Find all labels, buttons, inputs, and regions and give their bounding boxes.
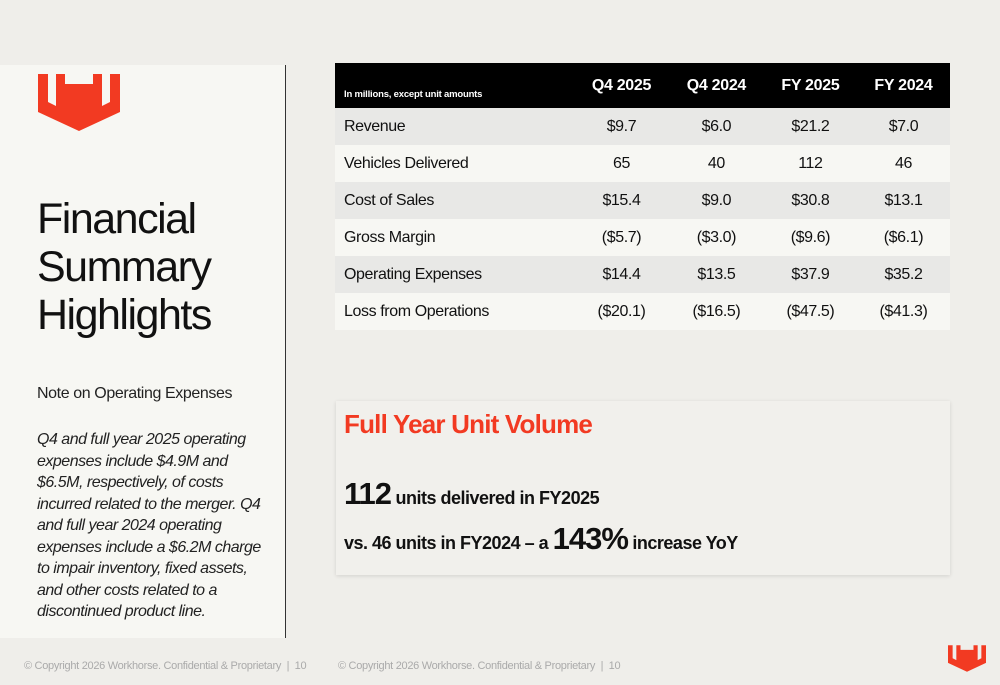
table-header-row: In millions, except unit amounts Q4 2025…	[335, 63, 950, 108]
cell-value: 40	[668, 145, 764, 182]
cell-value: $15.4	[574, 182, 669, 219]
cell-value: ($16.5)	[668, 293, 764, 330]
cell-value: 65	[574, 145, 669, 182]
title-line: Financial	[37, 195, 197, 243]
table-caption: In millions, except unit amounts	[335, 63, 574, 108]
footer-copyright-left: © Copyright 2026 Workhorse. Confidential…	[24, 660, 307, 672]
note-body: Q4 and full year 2025 operating expenses…	[37, 431, 261, 620]
cell-value: $30.8	[763, 182, 857, 219]
units-delivered-line: 112 units delivered in FY2025	[344, 476, 600, 512]
table-row: Operating Expenses $14.4 $13.5 $37.9 $35.2	[335, 256, 950, 293]
table-row: Vehicles Delivered 65 40 112 46	[335, 145, 950, 182]
cell-value: ($20.1)	[574, 293, 669, 330]
cell-value: $9.7	[574, 108, 669, 145]
cell-value: $6.0	[668, 108, 764, 145]
yoy-text-pre: vs. 46 units in FY2024 – a	[344, 533, 553, 553]
column-header: FY 2024	[856, 63, 950, 108]
cell-value: ($6.1)	[856, 219, 950, 256]
table-row: Revenue $9.7 $6.0 $21.2 $7.0	[335, 108, 950, 145]
row-label: Cost of Sales	[335, 182, 574, 219]
workhorse-logo-icon	[38, 74, 120, 131]
cell-value: $14.4	[574, 256, 669, 293]
column-header: Q4 2025	[574, 63, 669, 108]
page-title: Financial Summary Highlights	[37, 195, 212, 339]
row-label: Gross Margin	[335, 219, 574, 256]
workhorse-logo-icon	[948, 645, 986, 672]
yoy-line: vs. 46 units in FY2024 – a 143% increase…	[344, 521, 738, 557]
row-label: Operating Expenses	[335, 256, 574, 293]
title-line: Highlights	[37, 291, 212, 339]
cell-value: ($5.7)	[574, 219, 669, 256]
note-heading: Note on Operating Expenses	[37, 385, 233, 402]
cell-value: 46	[856, 145, 950, 182]
cell-value: $37.9	[763, 256, 857, 293]
yoy-percent: 143%	[552, 521, 629, 556]
cell-value: $35.2	[856, 256, 950, 293]
table-row: Loss from Operations ($20.1) ($16.5) ($47.5…	[335, 293, 950, 330]
units-delivered-text: units delivered in FY2025	[391, 488, 600, 508]
column-header: FY 2025	[763, 63, 857, 108]
financial-table: In millions, except unit amounts Q4 2025…	[335, 63, 950, 330]
unit-volume-card: Full Year Unit Volume 112 units delivere…	[336, 401, 950, 575]
cell-value: $21.2	[763, 108, 857, 145]
cell-value: ($47.5)	[763, 293, 857, 330]
cell-value: $13.5	[668, 256, 764, 293]
row-label: Vehicles Delivered	[335, 145, 574, 182]
row-label: Loss from Operations	[335, 293, 574, 330]
row-label: Revenue	[335, 108, 574, 145]
sidebar-panel	[0, 65, 286, 638]
title-line: Summary	[37, 243, 212, 291]
table-row: Gross Margin ($5.7) ($3.0) ($9.6) ($6.1)	[335, 219, 950, 256]
units-delivered-value: 112	[344, 476, 392, 511]
cell-value: $13.1	[856, 182, 950, 219]
cell-value: $7.0	[856, 108, 950, 145]
cell-value: 112	[763, 145, 857, 182]
cell-value: ($3.0)	[668, 219, 764, 256]
cell-value: ($9.6)	[763, 219, 857, 256]
table-row: Cost of Sales $15.4 $9.0 $30.8 $13.1	[335, 182, 950, 219]
cell-value: $9.0	[668, 182, 764, 219]
column-header: Q4 2024	[668, 63, 764, 108]
yoy-text-post: increase YoY	[627, 533, 738, 553]
cell-value: ($41.3)	[856, 293, 950, 330]
unit-volume-heading: Full Year Unit Volume	[344, 409, 593, 439]
footer-copyright-right: © Copyright 2026 Workhorse. Confidential…	[338, 660, 621, 672]
